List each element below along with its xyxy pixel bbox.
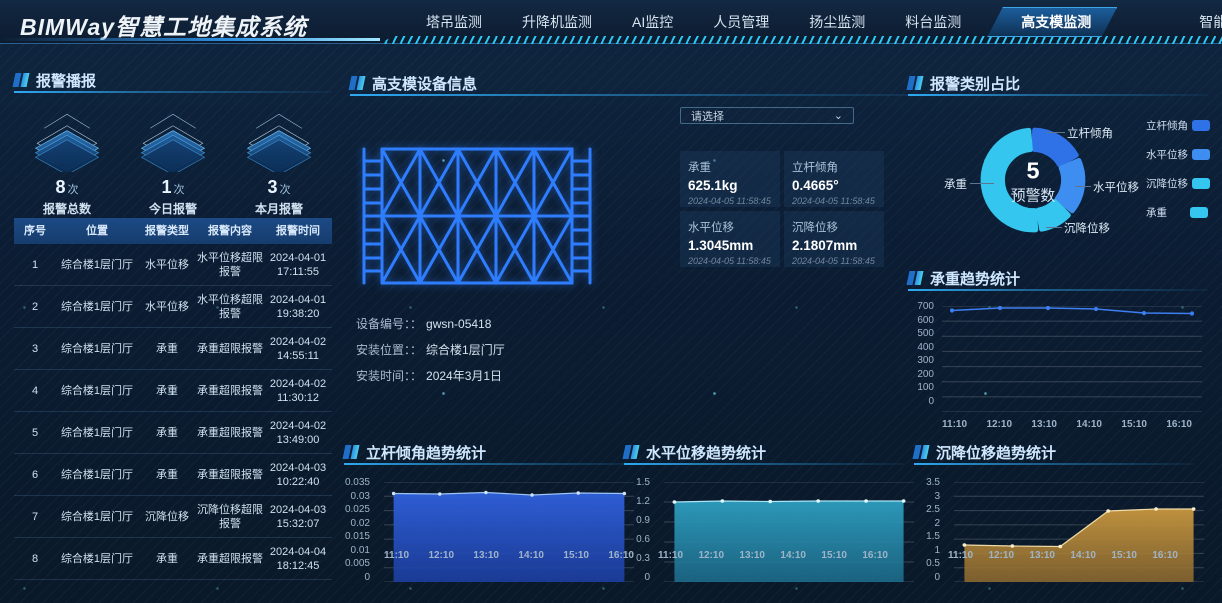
svg-text:5: 5 [1026, 157, 1039, 183]
svg-text:预警数: 预警数 [1011, 187, 1056, 204]
